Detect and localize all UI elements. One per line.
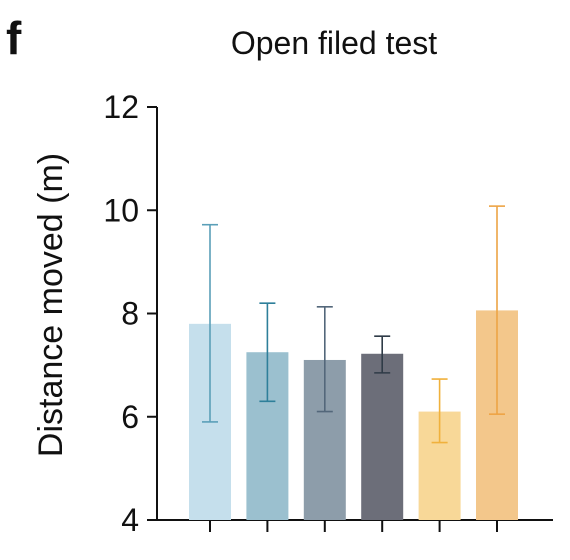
bars <box>189 205 518 520</box>
chart-title: Open filed test <box>231 25 437 61</box>
panel-label: f <box>6 12 22 64</box>
y-tick-label: 6 <box>121 399 139 435</box>
y-tick-label: 12 <box>103 89 139 125</box>
y-tick-label: 8 <box>121 296 139 332</box>
y-axis-label: Distance moved (m) <box>32 153 70 457</box>
y-ticks: 4 6 8 10 12 <box>103 89 157 538</box>
x-ticks <box>209 520 498 532</box>
bar <box>361 353 404 520</box>
y-tick-label: 10 <box>103 192 139 228</box>
y-tick-label: 4 <box>121 502 139 538</box>
